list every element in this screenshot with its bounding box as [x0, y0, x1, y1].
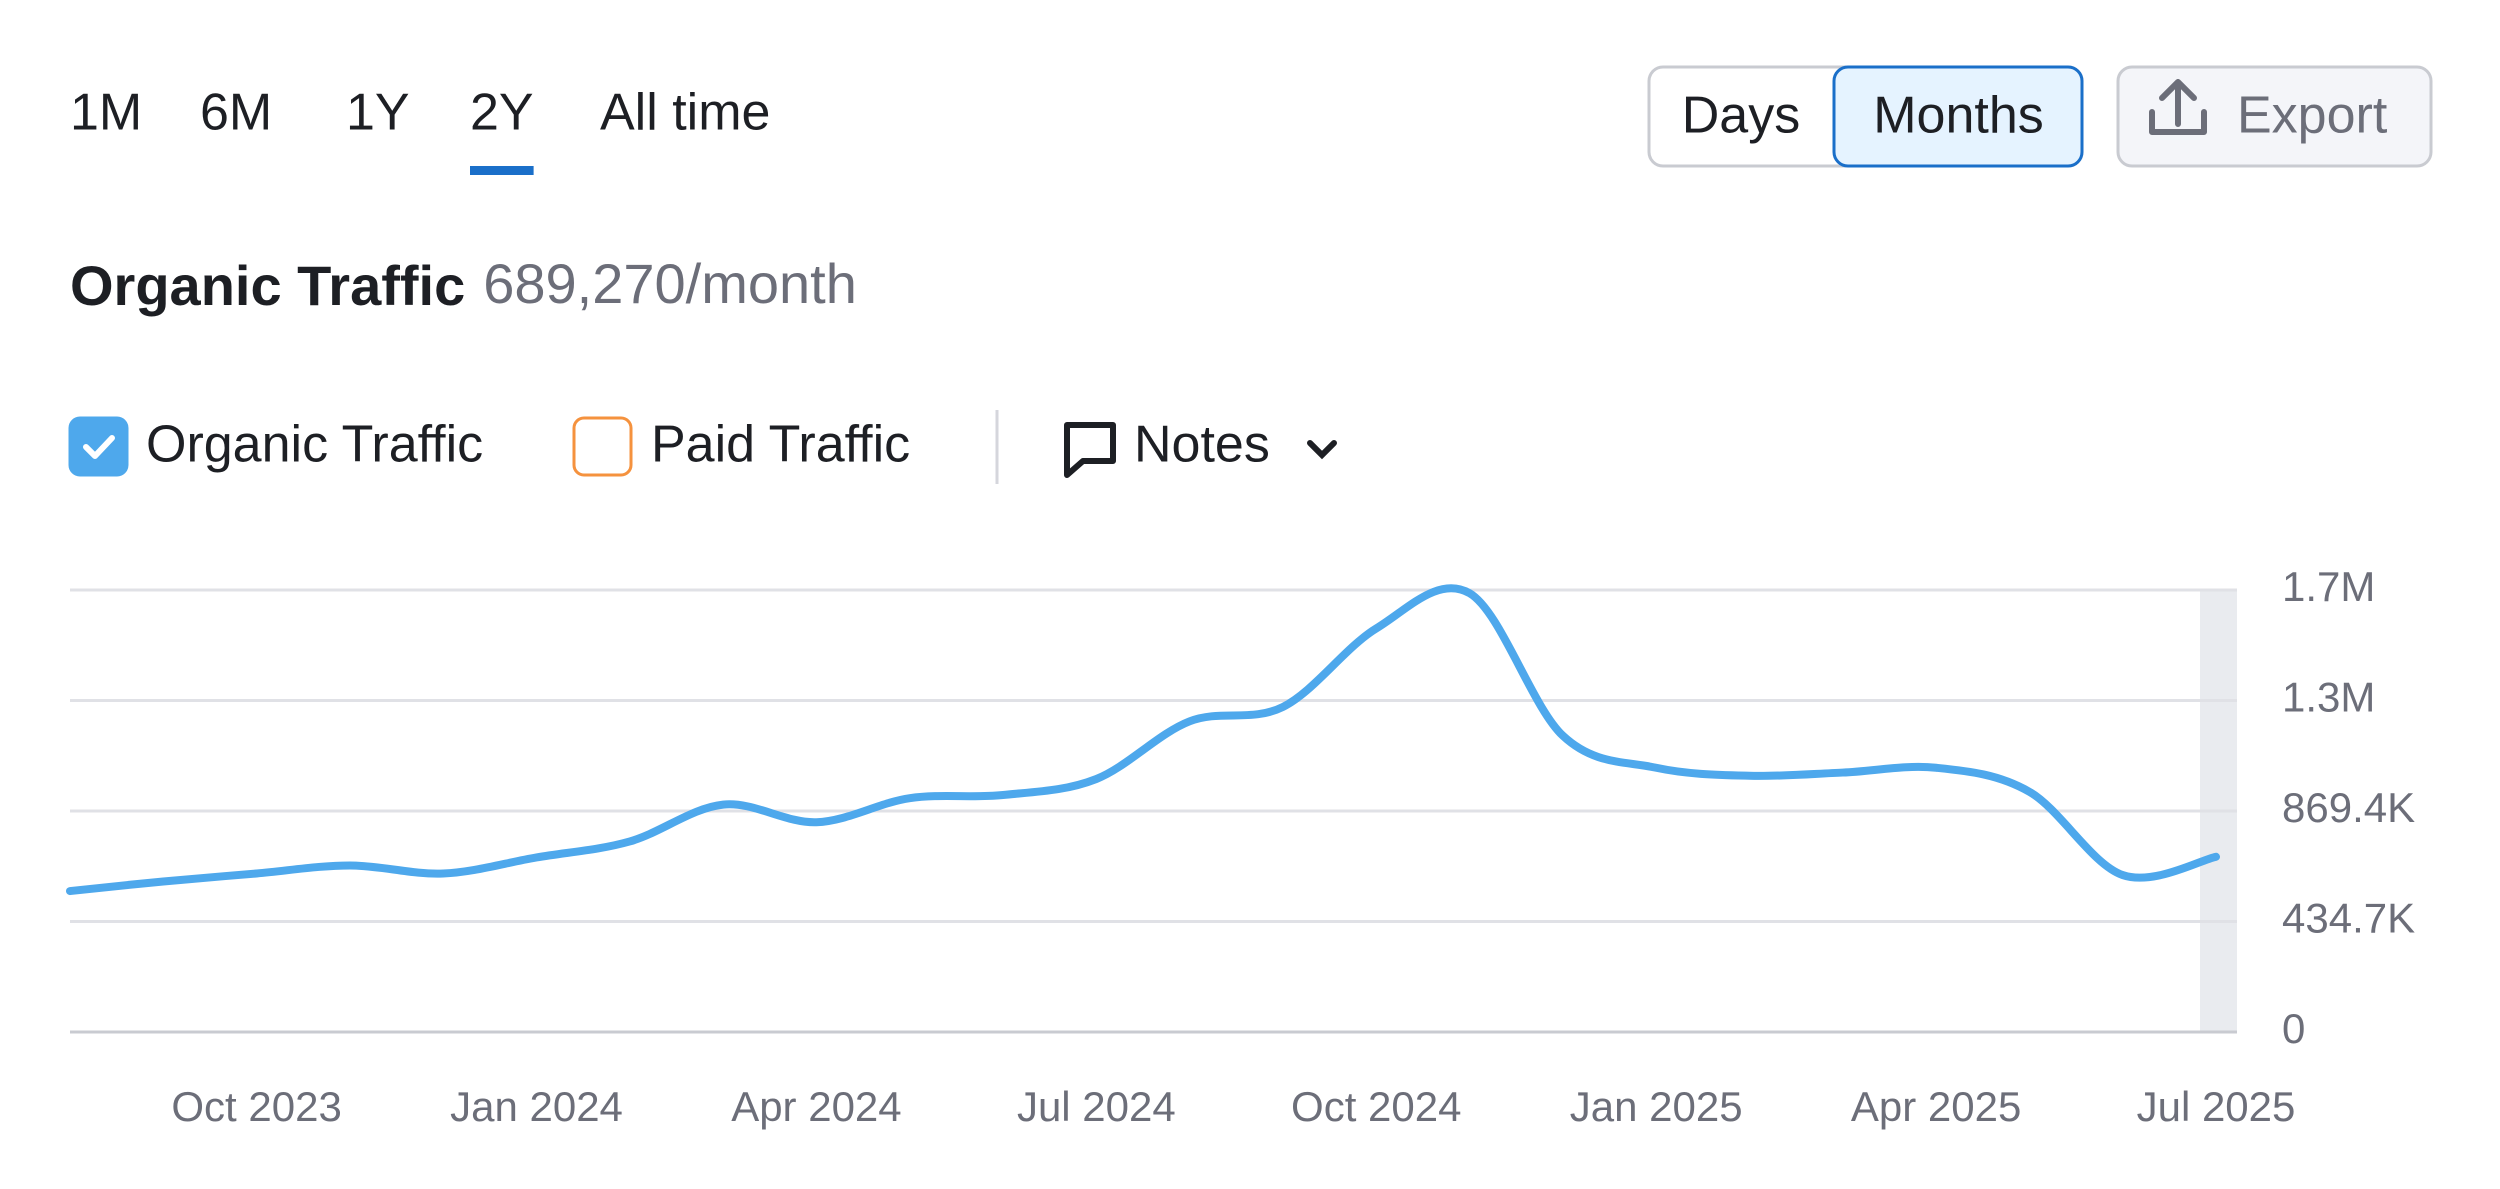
notes-chevron	[1307, 440, 1337, 460]
y-tick-label: 869.4K	[2282, 784, 2415, 831]
legend-label[interactable]: Organic Traffic	[146, 416, 483, 474]
toggle-active	[1832, 65, 2084, 168]
y-tick-label: 434.7K	[2282, 895, 2415, 942]
y-tick-label: 0	[2282, 1005, 2305, 1052]
series-line	[66, 584, 2220, 896]
x-tick-label: Jan 2025	[1570, 1083, 1743, 1130]
export-icon	[2149, 79, 2207, 135]
x-tick-label: Apr 2025	[1851, 1083, 2021, 1130]
legend-check	[83, 435, 115, 459]
x-tick-label: Oct 2023	[171, 1083, 341, 1130]
y-tick-label: 1.3M	[2282, 674, 2375, 721]
range-tab-underline	[470, 166, 534, 175]
range-tab[interactable]: All time	[600, 84, 770, 142]
chart-subtitle: 689,270/month	[483, 252, 857, 315]
legend-label[interactable]: Paid Traffic	[651, 416, 910, 474]
range-tab[interactable]: 6M	[200, 84, 272, 142]
x-tick-label: Jul 2025	[2137, 1083, 2296, 1130]
export-button[interactable]	[2116, 65, 2433, 168]
legend-checkbox[interactable]	[572, 416, 633, 477]
x-tick-label: Oct 2024	[1291, 1083, 1461, 1130]
toggle-option[interactable]: Months	[1873, 87, 2044, 145]
range-tab[interactable]: 1Y	[346, 84, 410, 142]
legend-checkbox[interactable]	[68, 416, 129, 477]
range-tab[interactable]: 1M	[70, 84, 142, 142]
export-label[interactable]: Export	[2237, 87, 2388, 145]
toggle-option[interactable]: Days	[1682, 87, 1800, 145]
x-tick-label: Apr 2024	[731, 1083, 901, 1130]
x-tick-label: Jul 2024	[1017, 1083, 1176, 1130]
chart-title: Organic Traffic	[70, 254, 465, 317]
y-tick-label: 1.7M	[2282, 563, 2375, 610]
notes-icon	[1064, 422, 1116, 478]
notes-label[interactable]: Notes	[1134, 416, 1270, 474]
x-tick-label: Jan 2024	[450, 1083, 623, 1130]
range-tab[interactable]: 2Y	[470, 84, 534, 142]
